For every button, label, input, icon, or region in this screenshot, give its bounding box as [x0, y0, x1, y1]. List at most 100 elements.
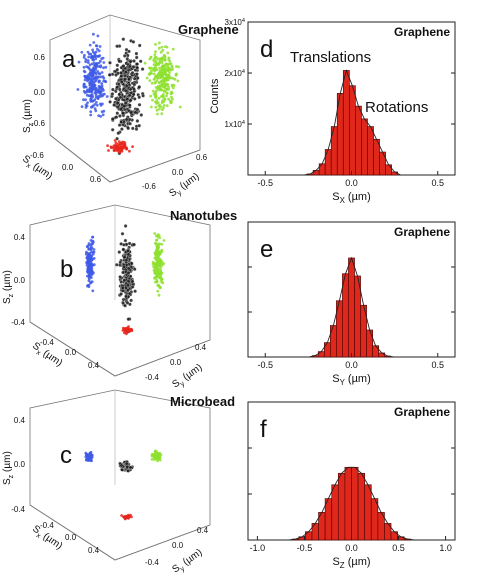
- scatter-point: [155, 244, 159, 248]
- scatter-point: [132, 267, 137, 272]
- scatter-point: [82, 69, 86, 73]
- scatter-point: [158, 74, 162, 77]
- scatter-point: [99, 102, 102, 106]
- scatter-point: [87, 454, 91, 458]
- scatter-point: [165, 91, 169, 95]
- scatter-point: [157, 293, 161, 297]
- scatter-point: [97, 49, 101, 53]
- scatter-point: [150, 454, 154, 458]
- point-cloud-blue: [76, 32, 111, 118]
- x-tick-label: -0.5: [297, 543, 313, 553]
- scatter-point: [88, 43, 92, 47]
- scatter-point: [128, 328, 132, 332]
- scatter-point: [121, 247, 126, 252]
- z-tick-label: 0.0: [34, 88, 46, 97]
- histogram-bar: [370, 498, 379, 541]
- scatter-point: [162, 100, 166, 104]
- scatter-point: [88, 63, 92, 67]
- scatter-point: [155, 250, 159, 254]
- scatter-point: [130, 279, 135, 284]
- scatter-point: [85, 65, 88, 68]
- scatter-point: [90, 89, 94, 93]
- scatter-point: [92, 66, 95, 70]
- scatter-point: [135, 72, 139, 76]
- z-tick-label: 0.6: [34, 53, 46, 62]
- scatter-point: [90, 243, 94, 246]
- scatter-point: [90, 264, 94, 268]
- scatter-point: [123, 224, 128, 228]
- scatter-point: [94, 93, 98, 97]
- scatter-point: [96, 75, 100, 79]
- x-tick-label: 0.5: [392, 543, 405, 553]
- scatter-point: [91, 235, 94, 239]
- scatter-point: [100, 82, 103, 85]
- axis-floor: [49, 134, 201, 183]
- scatter-point: [110, 127, 115, 132]
- scatter-point: [107, 73, 112, 77]
- scatter-point: [88, 270, 92, 274]
- scatter-point: [162, 104, 166, 107]
- scatter-point: [102, 79, 106, 83]
- scatter-point: [116, 131, 121, 136]
- scatter-point: [80, 105, 84, 108]
- scatter-point: [93, 84, 97, 87]
- scatter-point: [175, 65, 178, 68]
- scatter-point: [124, 83, 129, 88]
- scatter-point: [153, 55, 157, 59]
- scatter-point: [86, 61, 90, 64]
- scatter-point: [160, 61, 164, 65]
- scatter-point: [88, 256, 92, 260]
- fit-curve: [288, 466, 415, 541]
- scatter-point: [97, 79, 101, 83]
- panel-letter: b: [60, 256, 73, 283]
- scatter-point: [156, 259, 160, 262]
- scatter-point: [90, 55, 93, 59]
- scatter-point: [105, 95, 109, 98]
- panel-letter: a: [62, 46, 76, 73]
- scatter-point: [123, 74, 128, 78]
- scatter-point: [93, 80, 96, 84]
- scatter-point: [115, 63, 120, 68]
- histogram-bar: [342, 273, 349, 358]
- scatter-point: [157, 455, 161, 459]
- scatter-point: [162, 80, 166, 84]
- scatter-point: [160, 242, 164, 246]
- scatter-point: [126, 317, 131, 322]
- scatter-point: [124, 258, 129, 263]
- scatter-point: [91, 252, 95, 256]
- scatter-point: [157, 96, 161, 100]
- histogram-bar: [366, 329, 373, 358]
- scatter-point: [99, 75, 103, 79]
- scatter-point: [122, 255, 127, 260]
- scatter-point: [160, 83, 164, 87]
- scatter-point: [95, 44, 99, 48]
- scatter-point: [84, 60, 88, 64]
- panel-title: Nanotubes: [170, 208, 237, 223]
- scatter-point: [152, 72, 156, 76]
- scatter-point: [128, 465, 133, 470]
- scatter-point: [118, 107, 123, 112]
- scatter-point: [149, 55, 153, 59]
- histogram-bar: [342, 70, 350, 176]
- scatter-point: [86, 270, 90, 274]
- scatter-point: [97, 72, 101, 75]
- scatter-point: [87, 279, 91, 283]
- scatter-point: [90, 78, 94, 82]
- scatter-point: [178, 105, 182, 109]
- scatter-point: [115, 67, 120, 72]
- scatter-point: [165, 88, 169, 91]
- x-tick-label: 0.0: [345, 360, 358, 370]
- scatter-point: [155, 273, 159, 277]
- scatter-point: [153, 77, 156, 81]
- scatter-point: [99, 64, 103, 68]
- scatter-point: [86, 245, 89, 248]
- scatter-panel-c: Microbead c Sz (µm) 0.4 0.0 -0.4 -0.4 0.0 0.4 -0.…: [2, 389, 235, 575]
- scatter-point: [154, 449, 158, 453]
- scatter-point: [132, 82, 137, 87]
- scatter-point: [150, 457, 154, 461]
- y-tick-label: 0.4: [195, 343, 207, 352]
- scatter-point: [156, 459, 159, 463]
- x-axis-label: SX (µm): [332, 191, 371, 205]
- scatter-point: [137, 43, 142, 48]
